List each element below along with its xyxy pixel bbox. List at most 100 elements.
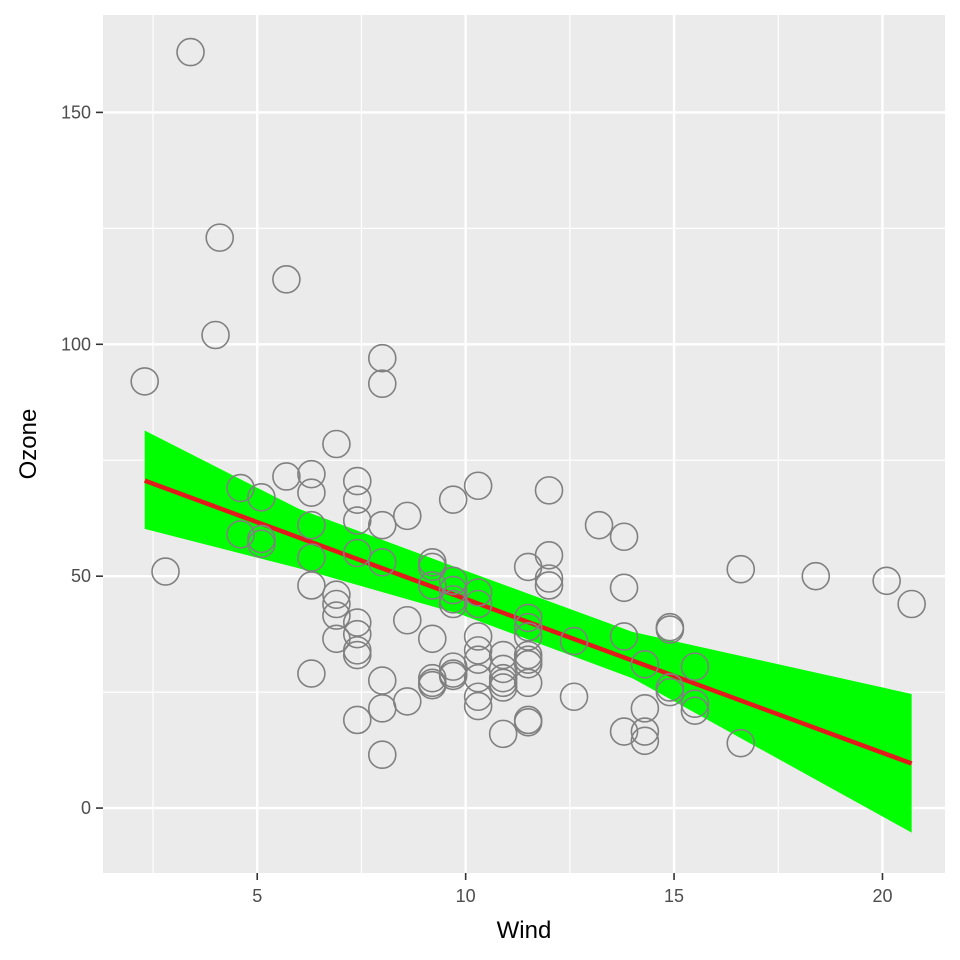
scatter-point	[342, 608, 372, 637]
scatter-point	[392, 501, 422, 531]
y-axis-title: Ozone	[15, 409, 42, 480]
y-tick-label: 150	[61, 102, 91, 122]
scatter-point	[247, 524, 276, 554]
scatter-point	[897, 589, 926, 619]
scatter-point	[463, 682, 493, 712]
scatter-point	[438, 575, 468, 605]
axes: 5 10 15 20 0 50 100 150	[61, 102, 893, 906]
scatter-point	[680, 652, 710, 681]
scatter-point	[513, 649, 543, 679]
scatter-point	[609, 622, 639, 651]
scatter-point	[392, 605, 422, 635]
scatter-point	[655, 677, 685, 707]
scatter-point	[272, 462, 301, 491]
scatter-point	[513, 603, 543, 633]
scatter-point	[513, 707, 543, 737]
scatter-point	[609, 522, 639, 552]
scatter-point	[559, 626, 589, 656]
scatter-point	[609, 717, 639, 746]
scatter-point	[297, 510, 326, 540]
scatter-point	[342, 538, 372, 568]
scatter-point	[205, 223, 235, 252]
scatter-point	[417, 571, 447, 600]
scatter-point	[130, 367, 159, 396]
scatter-point	[367, 666, 397, 695]
scatter-point	[367, 740, 397, 770]
scatter-point	[367, 547, 397, 577]
scatter-point	[463, 636, 493, 665]
scatter-point	[630, 649, 660, 679]
scatter-point	[534, 476, 564, 505]
scatter-point	[872, 566, 901, 596]
scatter-point	[655, 615, 685, 644]
scatter-point	[630, 694, 660, 723]
scatter-point	[488, 640, 518, 670]
scatter-point	[342, 506, 372, 535]
scatter-point	[322, 601, 351, 630]
x-tick-label: 5	[252, 886, 262, 906]
scatter-point	[513, 612, 543, 642]
scatter-point	[609, 573, 639, 603]
scatter-point	[367, 369, 397, 399]
scatter-point	[680, 696, 710, 725]
scatter-point	[726, 554, 756, 584]
scatter-point	[342, 485, 372, 514]
scatter-point	[367, 510, 397, 540]
scatter-point	[463, 691, 493, 721]
scatter-point	[297, 543, 326, 572]
scatter-point	[367, 343, 397, 373]
scatter-point	[726, 728, 756, 758]
regression-line-layer	[143, 478, 913, 766]
scatter-point	[342, 466, 372, 496]
scatter-point	[342, 705, 372, 735]
scatter-point	[463, 589, 493, 619]
scatter-point	[322, 589, 351, 619]
scatter-point	[488, 719, 518, 749]
scatter-point	[272, 265, 301, 294]
scatter-point	[584, 510, 614, 540]
scatter-point	[438, 566, 468, 596]
scatter-point	[297, 478, 326, 507]
scatter-point	[463, 645, 493, 674]
scatter-point	[417, 624, 447, 654]
scatter-point	[488, 673, 518, 702]
scatter-point	[534, 571, 564, 600]
x-tick-label: 10	[456, 886, 476, 906]
scatter-point	[438, 589, 468, 619]
x-tick-label: 20	[872, 886, 892, 906]
scatter-point	[438, 485, 468, 514]
scatter-point	[322, 429, 351, 459]
regression-line	[143, 478, 913, 766]
scatter-point	[534, 541, 564, 570]
scatter-point	[463, 663, 493, 693]
y-tick-label: 50	[71, 566, 91, 586]
scatter-point	[801, 561, 831, 591]
scatter-point	[630, 726, 660, 756]
scatter-point	[297, 571, 326, 600]
scatter-point	[226, 473, 255, 503]
scatter-point	[176, 37, 205, 67]
scatter-point	[226, 520, 255, 549]
scatter-point	[488, 654, 518, 684]
scatter-point	[417, 552, 447, 582]
scatter-point	[322, 580, 351, 610]
scatter-point	[559, 682, 589, 712]
scatter-point	[463, 471, 493, 501]
scatter-point	[463, 578, 493, 607]
scatter-point	[151, 557, 180, 586]
x-tick-label: 15	[664, 886, 684, 906]
scatter-point	[297, 459, 326, 489]
scatter-point	[680, 689, 710, 719]
scatter-point	[247, 483, 276, 512]
scatter-point	[297, 659, 326, 688]
scatter-point	[342, 640, 372, 670]
scatter-point	[513, 622, 543, 651]
minor-gridlines	[103, 15, 945, 873]
scatter-point	[342, 619, 372, 649]
scatter-point	[513, 668, 543, 698]
scatter-point	[438, 661, 468, 691]
scatter-point	[534, 564, 564, 593]
scatter-point	[463, 622, 493, 651]
scatter-points	[130, 37, 926, 770]
